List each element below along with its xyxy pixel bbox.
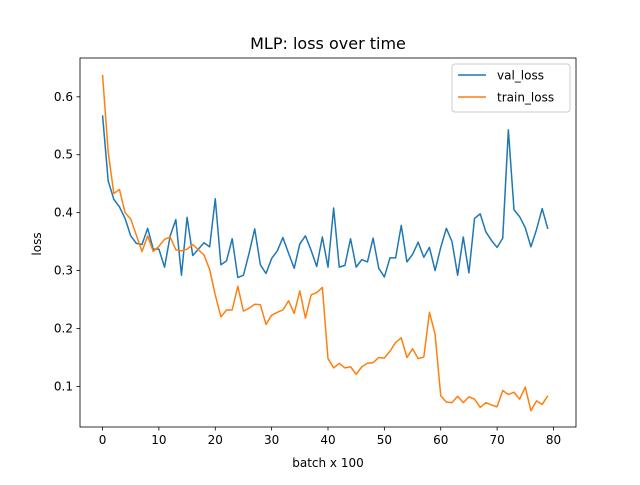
- y-tick-label-0.6: 0.6: [54, 90, 73, 104]
- y-axis-label: loss: [30, 232, 44, 255]
- x-tick-label-20: 20: [208, 433, 223, 447]
- y-tick-label-0.1: 0.1: [54, 379, 73, 393]
- x-tick-label-30: 30: [264, 433, 279, 447]
- legend-label-train_loss: train_loss: [497, 91, 554, 105]
- series-line-train_loss: [101, 74, 549, 412]
- legend-box: [451, 63, 571, 113]
- chart-title: MLP: loss over time: [250, 34, 406, 53]
- legend: val_loss train_loss: [451, 63, 571, 113]
- y-tick-label-0.5: 0.5: [54, 148, 73, 162]
- x-tick-label-0: 0: [99, 433, 107, 447]
- y-tick-label-0.3: 0.3: [54, 264, 73, 278]
- x-tick-label-60: 60: [433, 433, 448, 447]
- series-line-val_loss: [101, 115, 549, 279]
- y-tick-label-0.4: 0.4: [54, 206, 73, 220]
- x-axis-label: batch x 100: [292, 456, 364, 470]
- x-tick-label-50: 50: [377, 433, 392, 447]
- y-tick-label-0.2: 0.2: [54, 322, 73, 336]
- x-tick-label-80: 80: [546, 433, 561, 447]
- legend-label-val_loss: val_loss: [497, 69, 544, 83]
- x-tick-label-40: 40: [320, 433, 335, 447]
- x-tick-label-70: 70: [489, 433, 504, 447]
- x-tick-label-10: 10: [151, 433, 166, 447]
- plot-area: 0 10 20 30 40 50 60 70 80 0.1 0.2 0.3 0.4 0.5 0.6: [54, 57, 577, 447]
